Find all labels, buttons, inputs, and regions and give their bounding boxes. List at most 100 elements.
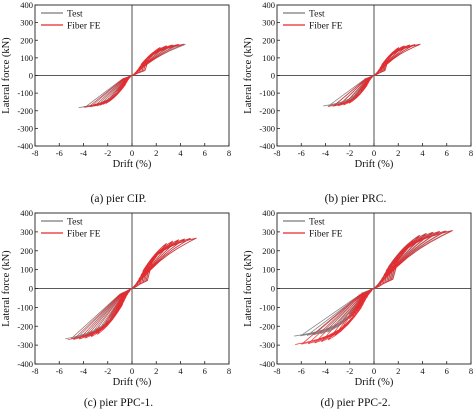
legend-label: Fiber FE xyxy=(67,230,101,240)
x-tick-label: -6 xyxy=(56,366,63,376)
x-tick-label: -8 xyxy=(31,148,38,158)
x-tick-label: 2 xyxy=(154,148,158,158)
x-tick-label: -2 xyxy=(104,148,111,158)
x-tick-label: 2 xyxy=(396,148,400,158)
chart-d: -8 -6 -4 -2 0 2 4 6 8 -400 -300 -200 -100 0 100 200 300 4… xyxy=(243,208,473,388)
x-tick-label: 4 xyxy=(178,366,183,376)
x-tick-label: 4 xyxy=(178,148,183,158)
y-tick-label: 300 xyxy=(20,227,33,237)
x-tick-label: 6 xyxy=(445,148,449,158)
x-tick-label: 0 xyxy=(372,366,376,376)
y-tick-label: 300 xyxy=(262,227,275,237)
y-tick-label: 400 xyxy=(262,0,275,10)
x-axis-label: Drift (%) xyxy=(113,159,152,170)
y-tick-label: 0 xyxy=(271,284,275,294)
series-test-curve xyxy=(293,230,452,337)
x-tick-label: -4 xyxy=(80,366,88,376)
caption-a: (a) pier CIP. xyxy=(90,193,147,205)
x-tick-label: -4 xyxy=(322,366,330,376)
x-tick-label: -8 xyxy=(273,366,280,376)
x-tick-label: -2 xyxy=(104,366,111,376)
y-tick-label: -300 xyxy=(259,340,275,350)
y-tick-label: -100 xyxy=(259,88,275,98)
x-tick-label: -4 xyxy=(322,148,330,158)
y-tick-label: 400 xyxy=(20,208,33,218)
y-tick-label: 100 xyxy=(20,53,33,63)
x-tick-label: 8 xyxy=(227,148,231,158)
y-axis-label: Lateral force (kN) xyxy=(1,37,12,114)
legend-label: Fiber FE xyxy=(309,230,343,240)
caption-b: (b) pier PRC. xyxy=(324,193,387,205)
x-tick-label: 0 xyxy=(372,148,376,158)
x-tick-label: -8 xyxy=(273,148,280,158)
y-axis-label: Lateral force (kN) xyxy=(243,37,254,114)
x-axis-label: Drift (%) xyxy=(355,159,394,170)
y-tick-label: 400 xyxy=(20,0,33,10)
x-tick-label: -2 xyxy=(346,148,353,158)
y-tick-label: 0 xyxy=(271,71,275,81)
y-tick-label: 100 xyxy=(262,265,275,275)
y-axis-label: Lateral force (kN) xyxy=(1,250,12,327)
legend-label: Test xyxy=(309,10,325,20)
y-tick-label: -400 xyxy=(17,141,33,151)
series-fiber-fe-curve xyxy=(83,43,185,108)
y-tick-label: 300 xyxy=(20,18,33,28)
x-tick-label: 0 xyxy=(130,366,134,376)
x-tick-label: -8 xyxy=(31,366,38,376)
y-tick-label: -300 xyxy=(17,340,33,350)
y-tick-label: -200 xyxy=(259,106,275,116)
y-tick-label: 0 xyxy=(29,284,33,294)
x-tick-label: -2 xyxy=(346,366,353,376)
x-tick-label: 8 xyxy=(469,366,473,376)
legend-label: Fiber FE xyxy=(67,22,101,32)
x-tick-label: -6 xyxy=(56,148,63,158)
x-axis-label: Drift (%) xyxy=(355,377,394,388)
x-tick-label: 6 xyxy=(203,148,207,158)
x-tick-label: -6 xyxy=(298,148,305,158)
x-tick-label: -4 xyxy=(80,148,88,158)
x-tick-label: 0 xyxy=(130,148,134,158)
x-tick-label: 4 xyxy=(420,366,425,376)
y-tick-label: -100 xyxy=(259,302,275,312)
series-fiber-fe-curve xyxy=(67,237,197,341)
y-tick-label: 400 xyxy=(262,208,275,218)
x-tick-label: 2 xyxy=(154,366,158,376)
chart-b: -8 -6 -4 -2 0 2 4 6 8 -400 -300 -200 -100 0 100 200 300 4… xyxy=(243,0,473,170)
y-tick-label: 200 xyxy=(262,35,275,45)
y-tick-label: -400 xyxy=(259,141,275,151)
chart-a: -8 -6 -4 -2 0 2 4 6 8 -400 -300 -200 -100 0 100 200 300 4… xyxy=(1,0,231,170)
y-tick-label: 100 xyxy=(20,265,33,275)
y-tick-label: -200 xyxy=(17,106,33,116)
x-tick-label: 8 xyxy=(469,148,473,158)
y-axis-label: Lateral force (kN) xyxy=(243,250,254,327)
y-tick-label: -200 xyxy=(17,321,33,331)
caption-c: (c) pier PPC-1. xyxy=(83,397,154,409)
x-axis-label: Drift (%) xyxy=(113,377,152,388)
x-tick-label: 6 xyxy=(203,366,207,376)
y-tick-label: -100 xyxy=(17,302,33,312)
y-tick-label: 100 xyxy=(262,53,275,63)
y-tick-label: -100 xyxy=(17,88,33,98)
y-tick-label: -400 xyxy=(259,359,275,369)
caption-d: (d) pier PPC-2. xyxy=(320,397,391,409)
chart-c: -8 -6 -4 -2 0 2 4 6 8 -400 -300 -200 -100 0 100 200 300 4… xyxy=(1,208,231,388)
y-tick-label: 0 xyxy=(29,71,33,81)
y-tick-label: -400 xyxy=(17,359,33,369)
x-tick-label: 4 xyxy=(420,148,425,158)
y-tick-label: -200 xyxy=(259,321,275,331)
x-tick-label: 8 xyxy=(227,366,231,376)
legend-label: Test xyxy=(309,218,325,228)
y-tick-label: 300 xyxy=(262,18,275,28)
y-tick-label: 200 xyxy=(20,246,33,256)
y-tick-label: 200 xyxy=(262,246,275,256)
series-fiber-fe-curve xyxy=(295,230,454,345)
x-tick-label: 6 xyxy=(445,366,449,376)
x-tick-label: -6 xyxy=(298,366,305,376)
y-tick-label: -300 xyxy=(259,123,275,133)
legend-label: Test xyxy=(67,10,83,20)
legend-label: Fiber FE xyxy=(309,22,343,32)
y-tick-label: -300 xyxy=(17,123,33,133)
x-tick-label: 2 xyxy=(396,366,400,376)
